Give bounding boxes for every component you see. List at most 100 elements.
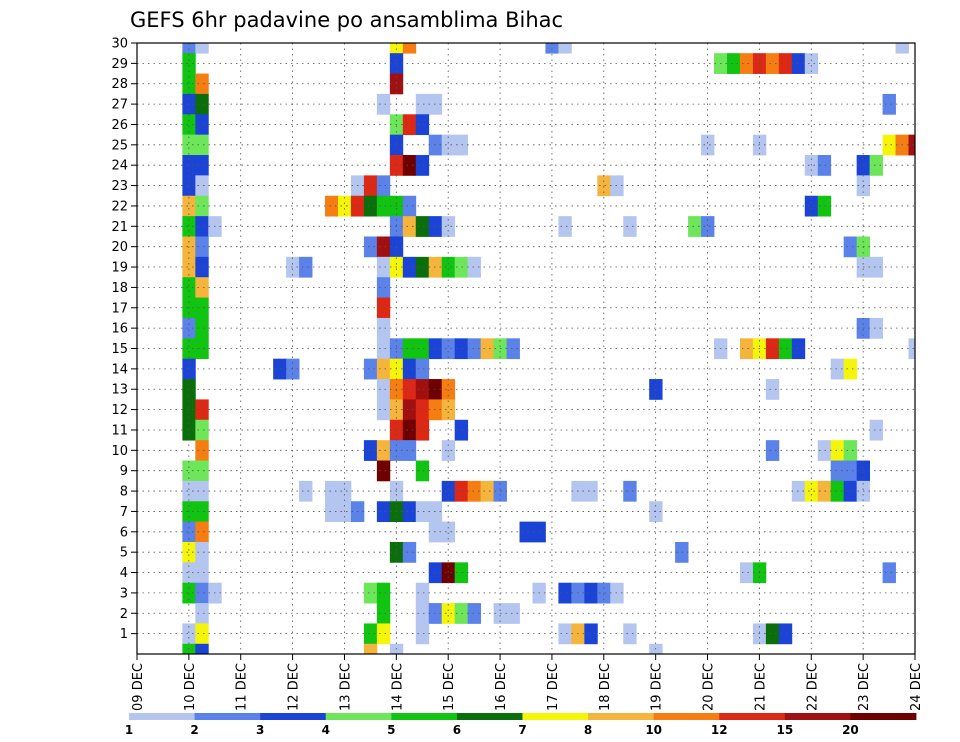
heatmap-cell	[195, 521, 209, 543]
heatmap-cell	[454, 603, 469, 624]
heatmap-cell	[623, 480, 637, 502]
heatmap-cell	[558, 582, 572, 604]
heatmap-cell	[441, 562, 456, 584]
x-tick-label: 21 DEC	[753, 663, 768, 711]
heatmap-cell	[454, 338, 469, 360]
chart-title: GEFS 6hr padavine po ansamblima Bihac	[130, 8, 563, 32]
heatmap-cell	[765, 338, 780, 360]
legend-swatch	[325, 713, 392, 720]
heatmap-cell	[182, 419, 196, 441]
heatmap-cell	[467, 256, 482, 278]
legend-label: 6	[453, 723, 461, 737]
heatmap-cell	[506, 603, 520, 624]
heatmap-cell	[817, 195, 832, 217]
heatmap-cell	[688, 216, 702, 237]
heatmap-cell	[299, 256, 313, 278]
heatmap-cell	[195, 419, 209, 441]
x-tick-label: 18 DEC	[598, 663, 613, 711]
heatmap-cell	[415, 358, 430, 380]
x-tick-label: 24 DEC	[909, 663, 924, 711]
heatmap-cell	[467, 338, 482, 360]
heatmap-cell	[843, 480, 858, 502]
y-tick-label: 15	[111, 342, 128, 357]
heatmap-cell	[195, 43, 209, 54]
legend-label: 7	[518, 723, 526, 737]
heatmap-cell	[402, 501, 417, 523]
heatmap-cell	[415, 419, 430, 441]
y-tick-label: 28	[111, 77, 128, 92]
heatmap-cell	[402, 419, 417, 441]
x-tick-label: 22 DEC	[805, 663, 820, 711]
heatmap-cell	[869, 317, 883, 339]
heatmap-cell	[182, 134, 196, 156]
heatmap-cell	[467, 480, 482, 502]
y-tick-label: 14	[111, 362, 128, 377]
x-tick-label: 14 DEC	[390, 663, 405, 711]
y-tick-label: 11	[111, 423, 128, 438]
heatmap-cell	[376, 582, 391, 604]
heatmap-cell	[804, 195, 819, 217]
heatmap-cell	[325, 501, 339, 523]
x-tick-label: 23 DEC	[857, 663, 872, 711]
heatmap-cell	[584, 582, 598, 604]
heatmap-cell	[830, 440, 845, 461]
y-tick-label: 16	[111, 322, 128, 337]
legend-swatch	[850, 713, 917, 720]
heatmap-cell	[182, 460, 196, 482]
heatmap-cell	[376, 501, 391, 523]
heatmap-cell	[843, 236, 858, 258]
heatmap-cell	[415, 379, 430, 400]
x-tick-label: 10 DEC	[183, 663, 198, 711]
heatmap-cell	[830, 480, 845, 502]
heatmap-cell	[376, 623, 391, 645]
heatmap-cell	[882, 134, 896, 156]
y-tick-label: 8	[120, 485, 128, 500]
heatmap-cell	[623, 623, 637, 645]
heatmap-cell	[415, 216, 430, 237]
heatmap-cell	[182, 43, 196, 54]
heatmap-cell	[726, 53, 741, 74]
heatmap-cell	[195, 501, 209, 523]
legend-swatch	[260, 713, 327, 720]
heatmap-cell	[480, 338, 494, 360]
legend-label: 4	[322, 723, 330, 737]
heatmap-cell	[558, 43, 572, 54]
heatmap-cell	[778, 53, 793, 74]
x-tick-label: 13 DEC	[339, 663, 354, 711]
heatmap-cell	[804, 53, 819, 74]
heatmap-cell	[545, 43, 559, 54]
heatmap-cell	[182, 114, 196, 136]
heatmap-cell	[441, 399, 456, 421]
heatmap-cell	[195, 440, 209, 461]
legend-swatch	[588, 713, 655, 720]
heatmap-cell	[869, 419, 883, 441]
heatmap-cell	[376, 317, 391, 339]
heatmap-cell	[739, 53, 754, 74]
x-tick-label: 15 DEC	[442, 663, 457, 711]
y-tick-label: 21	[111, 220, 128, 235]
heatmap-cell	[441, 134, 456, 156]
heatmap-cell	[363, 195, 378, 217]
heatmap-cell	[701, 134, 715, 156]
y-tick-label: 13	[111, 383, 128, 398]
heatmap-cell	[195, 114, 209, 136]
heatmap-cell	[415, 582, 430, 604]
y-tick-label: 26	[111, 118, 128, 133]
legend-label: 5	[387, 723, 395, 737]
heatmap-cell	[195, 216, 209, 237]
heatmap-cell	[195, 643, 209, 655]
heatmap-cell	[778, 623, 793, 645]
y-tick-label: 24	[111, 159, 128, 174]
heatmap-cell	[195, 582, 209, 604]
heatmap-cell	[195, 603, 209, 624]
heatmap-cell	[597, 175, 611, 197]
legend-label: 3	[256, 723, 264, 737]
heatmap-cell	[415, 338, 430, 360]
heatmap-cell	[441, 480, 456, 502]
heatmap-cell	[441, 379, 456, 400]
heatmap-cell	[376, 440, 391, 461]
heatmap-cell	[804, 480, 819, 502]
heatmap-cell	[182, 195, 196, 217]
heatmap-cell	[363, 358, 378, 380]
